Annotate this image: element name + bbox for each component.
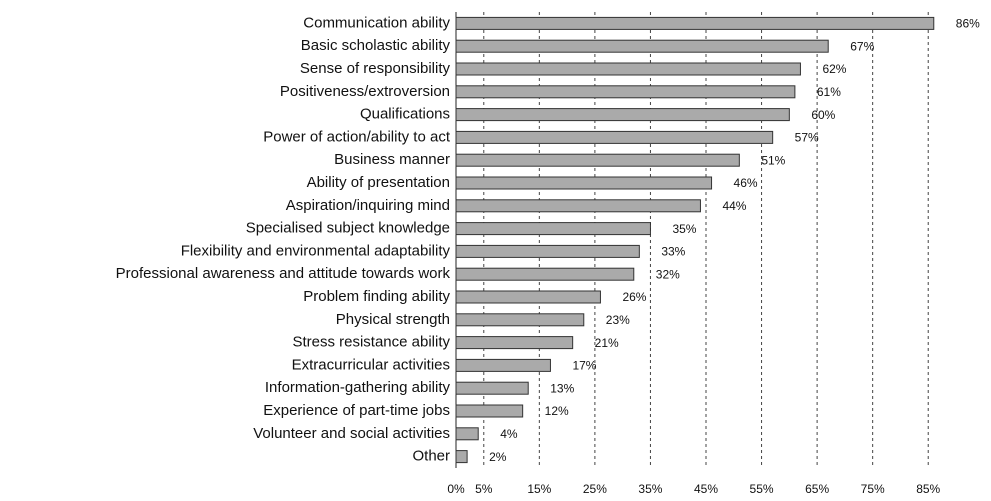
y-tick-label: Physical strength: [336, 311, 450, 328]
bar: [455, 130, 774, 144]
value-label: 57%: [795, 131, 819, 145]
bar: [455, 313, 585, 327]
bar: [455, 176, 713, 190]
y-tick-label: Ability of presentation: [307, 174, 450, 191]
value-label: 21%: [595, 336, 619, 350]
x-tick-label: 5%: [475, 482, 493, 496]
y-tick-label: Communication ability: [303, 14, 450, 31]
y-tick-label: Experience of part-time jobs: [263, 402, 450, 419]
x-tick-label: 35%: [638, 482, 662, 496]
x-tick-label: 55%: [750, 482, 774, 496]
bar: [455, 358, 551, 372]
x-tick-label: 65%: [805, 482, 829, 496]
value-label: 44%: [722, 199, 746, 213]
y-tick-label: Business manner: [334, 151, 450, 168]
x-tick-label: 75%: [861, 482, 885, 496]
bar: [455, 404, 524, 418]
y-tick-label: Power of action/ability to act: [263, 128, 451, 145]
value-label: 12%: [545, 404, 569, 418]
value-label: 2%: [489, 450, 507, 464]
y-tick-label: Flexibility and environmental adaptabili…: [181, 242, 451, 259]
value-label: 60%: [811, 108, 835, 122]
value-label: 86%: [956, 17, 980, 31]
y-tick-label: Information-gathering ability: [265, 379, 451, 396]
bar: [455, 153, 740, 167]
bar: [455, 62, 801, 76]
bar: [455, 450, 468, 464]
y-tick-label: Positiveness/extroversion: [280, 83, 450, 100]
value-label: 35%: [672, 222, 696, 236]
value-label: 23%: [606, 313, 630, 327]
y-tick-label: Professional awareness and attitude towa…: [116, 265, 451, 282]
value-label: 61%: [817, 85, 841, 99]
value-label: 4%: [500, 427, 518, 441]
value-label: 13%: [550, 381, 574, 395]
y-tick-label: Stress resistance ability: [292, 334, 450, 351]
value-label: 62%: [822, 62, 846, 76]
x-tick-label: 85%: [916, 482, 940, 496]
x-tick-label: 15%: [527, 482, 551, 496]
bar: [455, 290, 601, 304]
y-tick-label: Specialised subject knowledge: [246, 220, 450, 237]
bar: [455, 16, 935, 30]
x-tick-label: 25%: [583, 482, 607, 496]
bar: [455, 427, 479, 441]
bar: [455, 222, 651, 236]
value-label: 46%: [734, 176, 758, 190]
bar: [455, 381, 529, 395]
value-label: 26%: [622, 290, 646, 304]
y-tick-label: Extracurricular activities: [292, 356, 450, 373]
bar: [455, 108, 790, 122]
value-label: 67%: [850, 39, 874, 53]
y-tick-label: Qualifications: [360, 106, 450, 123]
bar: [455, 199, 701, 213]
y-tick-label: Sense of responsibility: [300, 60, 451, 77]
value-label: 17%: [572, 359, 596, 373]
bar: [455, 336, 574, 350]
y-tick-label: Problem finding ability: [303, 288, 450, 305]
x-tick-label: 45%: [694, 482, 718, 496]
bar: [455, 85, 796, 99]
y-tick-label: Aspiration/inquiring mind: [286, 197, 450, 214]
y-tick-label: Basic scholastic ability: [301, 37, 451, 54]
y-tick-label: Volunteer and social activities: [253, 425, 450, 442]
value-label: 51%: [761, 153, 785, 167]
x-tick-label: 0%: [447, 482, 465, 496]
bar: [455, 244, 640, 258]
value-label: 33%: [661, 245, 685, 259]
bar: [455, 39, 829, 53]
value-label: 32%: [656, 267, 680, 281]
bar: [455, 267, 635, 281]
y-tick-label: Other: [412, 448, 450, 465]
